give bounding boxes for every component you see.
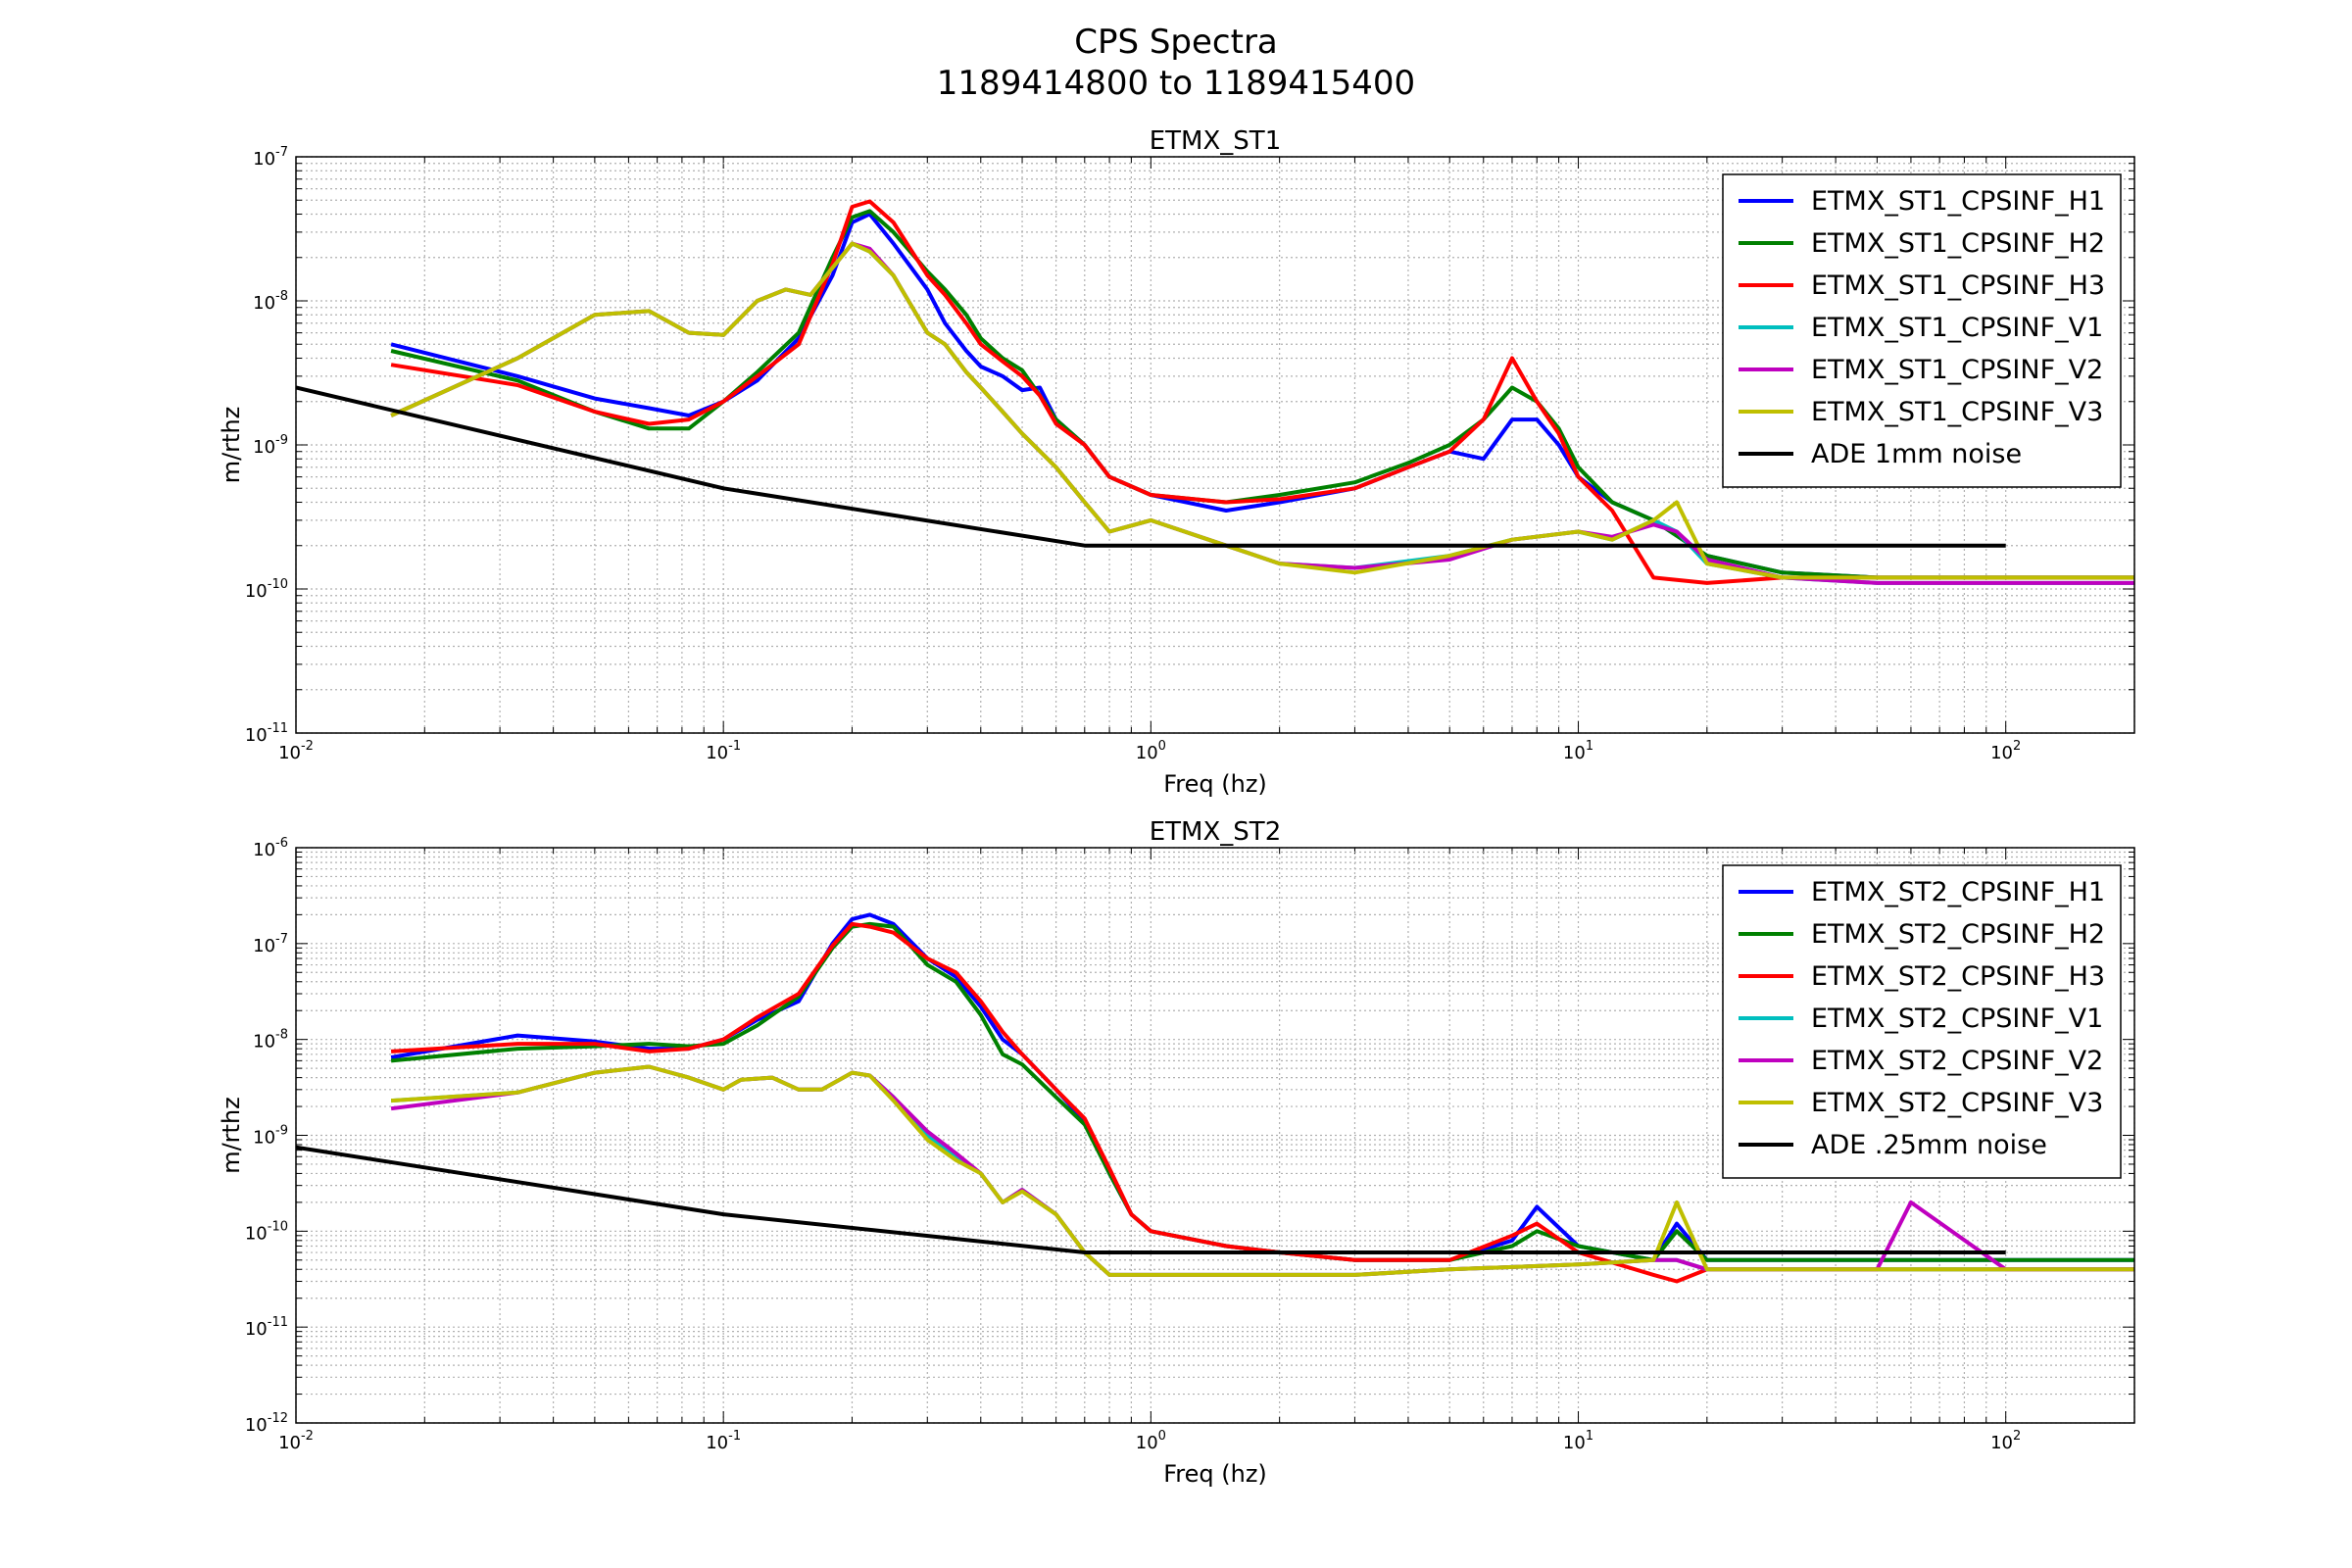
- series-line: [296, 385, 2006, 548]
- legend-entry: ETMX_ST1_CPSINF_H3: [1811, 270, 2105, 301]
- x-tick-label: 100: [1136, 1429, 1166, 1453]
- subplot-etmx-st2: 10-2 10-1 100 101 102 10-12 10-11 10-10 10-9 10-8…: [218, 817, 2135, 1488]
- y-tick-label: 10-9: [253, 433, 288, 458]
- grid-lines: [295, 156, 2135, 734]
- legend-entry: ETMX_ST1_CPSINF_V1: [1811, 313, 2103, 343]
- legend-entry: ETMX_ST1_CPSINF_H2: [1811, 228, 2105, 259]
- legend-entry: ETMX_ST1_CPSINF_V3: [1811, 397, 2103, 427]
- x-tick-label: 102: [1990, 1429, 2021, 1453]
- x-tick-label: 10-2: [278, 1429, 314, 1453]
- x-tick-label: 10-2: [278, 739, 314, 763]
- legend-entry: ETMX_ST2_CPSINF_V2: [1811, 1046, 2103, 1076]
- subplot-title: ETMX_ST1: [1150, 126, 1281, 156]
- legend-entry: ETMX_ST1_CPSINF_H1: [1811, 186, 2105, 217]
- y-tick-label: 10-9: [253, 1124, 288, 1149]
- y-tick-label: 10-10: [245, 577, 288, 602]
- figure-title-line1: CPS Spectra: [1074, 23, 1278, 62]
- y-tick-label: 10-8: [253, 1028, 288, 1053]
- legend: ETMX_ST2_CPSINF_H1 ETMX_ST2_CPSINF_H2 ETMX…: [1722, 864, 2122, 1179]
- series-line: [390, 1064, 2134, 1277]
- grid-lines: [295, 847, 2135, 1424]
- plot-frame: [295, 847, 2135, 1424]
- series-group: [296, 912, 2134, 1284]
- x-tick-label: 10-1: [706, 1429, 741, 1453]
- series-line: [390, 921, 2134, 1284]
- series-line: [296, 1145, 2006, 1254]
- y-tick-label: 10-8: [253, 289, 288, 314]
- x-tick-label: 101: [1563, 1429, 1593, 1453]
- legend: ETMX_ST1_CPSINF_H1 ETMX_ST1_CPSINF_H2 ETMX…: [1722, 173, 2122, 488]
- x-tick-label: 100: [1136, 739, 1166, 763]
- subplot-etmx-st1: 10-2 10-1 100 101 102 10-11 10-10 10-9 10-8 10-7 E…: [218, 126, 2135, 798]
- plot-frame: [295, 156, 2135, 734]
- y-tick-label: 10-7: [253, 932, 288, 956]
- series-line: [390, 199, 2134, 585]
- legend-entry: ETMX_ST2_CPSINF_H2: [1811, 919, 2105, 950]
- legend-entry: ETMX_ST2_CPSINF_H1: [1811, 877, 2105, 907]
- y-tick-label: 10-7: [253, 145, 288, 170]
- y-tick-label: 10-10: [245, 1219, 288, 1244]
- legend-entry: ETMX_ST2_CPSINF_H3: [1811, 961, 2105, 992]
- y-tick-label: 10-11: [245, 721, 288, 746]
- y-axis-label: m/rthz: [218, 1097, 245, 1174]
- x-tick-label: 101: [1563, 739, 1593, 763]
- y-axis-label: m/rthz: [218, 407, 245, 484]
- figure-title-line2: 1189414800 to 1189415400: [936, 64, 1416, 103]
- x-tick-label: 10-1: [706, 739, 741, 763]
- legend-entry: ETMX_ST1_CPSINF_V2: [1811, 355, 2103, 385]
- series-line: [390, 241, 2134, 580]
- legend-entry: ADE 1mm noise: [1811, 439, 2022, 469]
- legend-box: [1722, 173, 2122, 488]
- subplot-title: ETMX_ST2: [1150, 817, 1281, 847]
- x-axis-label: Freq (hz): [1163, 770, 1267, 798]
- legend-box: [1722, 864, 2122, 1179]
- legend-entry: ETMX_ST2_CPSINF_V1: [1811, 1004, 2103, 1034]
- y-tick-label: 10-6: [253, 836, 288, 860]
- legend-entry: ETMX_ST2_CPSINF_V3: [1811, 1088, 2103, 1118]
- legend-entry: ADE .25mm noise: [1811, 1130, 2047, 1160]
- y-tick-label: 10-12: [245, 1411, 288, 1436]
- x-axis-label: Freq (hz): [1163, 1460, 1267, 1488]
- series-group: [296, 199, 2134, 585]
- y-tick-label: 10-11: [245, 1315, 288, 1340]
- x-tick-label: 102: [1990, 739, 2021, 763]
